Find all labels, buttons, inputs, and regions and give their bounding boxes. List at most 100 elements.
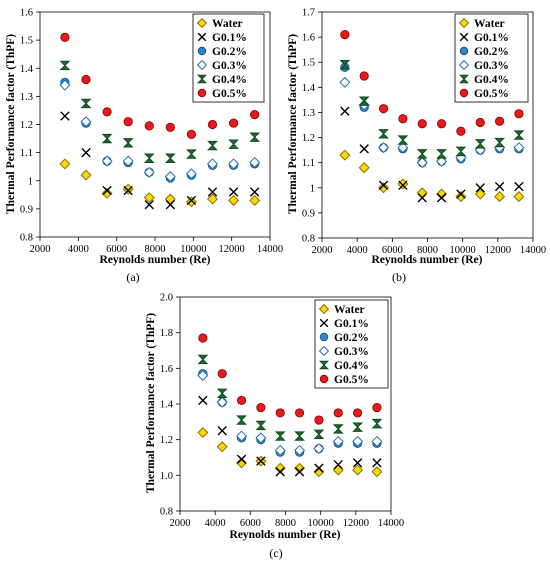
data-point-diamond-white	[185, 168, 197, 180]
x-axis-label: Reynolds number (Re)	[100, 254, 211, 266]
data-point-diamond-white	[143, 166, 155, 178]
legend-entry: Water	[212, 18, 243, 30]
data-point-circle-red	[333, 408, 343, 418]
data-point-cross-black	[256, 456, 266, 466]
y-tick-label: 0.8	[302, 234, 315, 245]
legend-box	[314, 299, 389, 389]
legend-entry: G0.5%	[334, 374, 369, 386]
data-point-bowtie-green	[339, 60, 351, 70]
legend-entry: G0.4%	[334, 360, 369, 372]
x-axis-label: Reynolds number (Re)	[372, 254, 483, 266]
data-point-circle-red	[186, 129, 197, 139]
x-tick-label: 12000	[485, 245, 511, 256]
data-point-diamond-white	[416, 157, 428, 169]
data-point-bowtie-green	[80, 98, 92, 109]
y-tick-label: 1.7	[302, 8, 315, 19]
x-tick-label: 4000	[205, 518, 226, 529]
data-point-circle-red	[256, 402, 266, 413]
data-point-cross-black	[359, 144, 369, 154]
legend-entry: G0.2%	[474, 46, 509, 58]
data-point-bowtie-green	[358, 96, 370, 106]
data-point-diamond-white	[164, 171, 176, 183]
legend-box	[454, 13, 529, 103]
legend-entry: G0.3%	[334, 346, 369, 358]
x-axis-label: Reynolds number (Re)	[230, 529, 341, 541]
y-tick-label: 0.9	[302, 208, 315, 219]
data-point-cross-black	[333, 459, 343, 470]
x-tick-label: 6000	[382, 245, 403, 256]
legend-marker-diamond-white	[318, 345, 330, 357]
data-point-circle-red	[352, 408, 363, 418]
y-tick-label: 1.3	[20, 92, 33, 103]
data-point-circle-red	[372, 402, 382, 413]
y-tick-label: 1.6	[302, 33, 315, 44]
data-point-diamond-white	[513, 142, 525, 154]
data-point-diamond-white	[249, 156, 261, 168]
data-point-bowtie-green	[352, 422, 363, 432]
y-tick-label: 1.4	[20, 64, 34, 75]
data-point-circle-red	[250, 110, 260, 120]
legend-marker-bowtie-green	[458, 74, 470, 84]
legend-entry: G0.1%	[334, 318, 369, 330]
data-point-cross-black	[340, 106, 350, 116]
data-point-bowtie-green	[255, 420, 267, 431]
data-point-bowtie-green	[164, 153, 176, 163]
data-point-diamond-yellow	[371, 466, 383, 478]
data-point-diamond-white	[59, 79, 71, 91]
legend: Water G0.1% G0.2% G0.3% G0.4% G0.5%	[454, 13, 529, 103]
y-tick-label: 2.0	[160, 293, 173, 304]
data-point-diamond-yellow	[397, 178, 409, 190]
data-point-circle-red	[378, 104, 389, 114]
data-point-diamond-white	[101, 155, 113, 167]
data-point-diamond-white	[371, 435, 383, 447]
data-point-cross-black	[144, 199, 154, 210]
data-point-diamond-yellow	[378, 182, 390, 194]
panel-2: 2000 4000 6000 8000 10000 12000 14000 0.8 1.0 1.2…	[145, 293, 404, 561]
data-point-circle-red	[314, 415, 324, 425]
data-point-diamond-white	[313, 443, 325, 455]
data-point-bowtie-green	[228, 139, 239, 149]
data-point-bowtie-green	[397, 135, 409, 145]
data-point-circle-red	[359, 71, 369, 81]
data-point-cross-black	[207, 187, 218, 197]
x-tick-label: 8000	[145, 244, 166, 255]
data-point-cross-black	[275, 467, 285, 477]
data-point-circle-red	[475, 117, 485, 128]
data-point-bowtie-green	[207, 140, 218, 151]
data-point-cross-black	[60, 111, 70, 121]
legend-marker-cross-black	[197, 32, 207, 42]
y-tick-label: 1.2	[20, 120, 33, 131]
data-point-bowtie-green	[378, 129, 389, 139]
legend-marker-circle-red	[319, 374, 329, 384]
data-point-circle-red	[60, 32, 70, 42]
data-point-cross-black	[236, 454, 247, 464]
data-point-diamond-yellow	[164, 193, 176, 205]
data-point-diamond-yellow	[358, 162, 370, 174]
data-point-circle-red	[236, 395, 247, 406]
data-point-circle-red	[456, 126, 466, 136]
legend-marker-circle-blue	[319, 332, 329, 342]
y-tick-label: 1.4	[302, 83, 316, 94]
y-tick-label: 0.8	[160, 507, 173, 518]
data-point-bowtie-green	[436, 149, 447, 159]
data-point-circle-red	[228, 118, 239, 128]
legend-entry: G0.3%	[474, 60, 509, 72]
data-point-diamond-yellow	[143, 192, 155, 204]
legend-marker-diamond-yellow	[318, 303, 330, 315]
x-tick-label: 8000	[275, 518, 296, 529]
data-point-diamond-white	[332, 435, 344, 447]
data-point-circle-red	[198, 333, 208, 343]
data-point-diamond-yellow	[185, 196, 197, 208]
data-point-bowtie-green	[249, 132, 261, 142]
data-point-circle-red	[275, 408, 285, 418]
data-point-cross-black	[398, 180, 408, 190]
legend-entry: G0.1%	[474, 32, 509, 44]
panel-1: 2000 4000 6000 8000 10000 12000 14000 0.8 0.9 1 1.…	[287, 8, 546, 285]
data-point-cross-black	[514, 181, 524, 192]
legend-marker-circle-red	[459, 88, 469, 98]
y-tick-label: 1	[310, 183, 315, 194]
data-point-diamond-white	[352, 435, 364, 447]
legend-marker-diamond-yellow	[458, 17, 470, 29]
data-point-diamond-white	[228, 158, 240, 170]
